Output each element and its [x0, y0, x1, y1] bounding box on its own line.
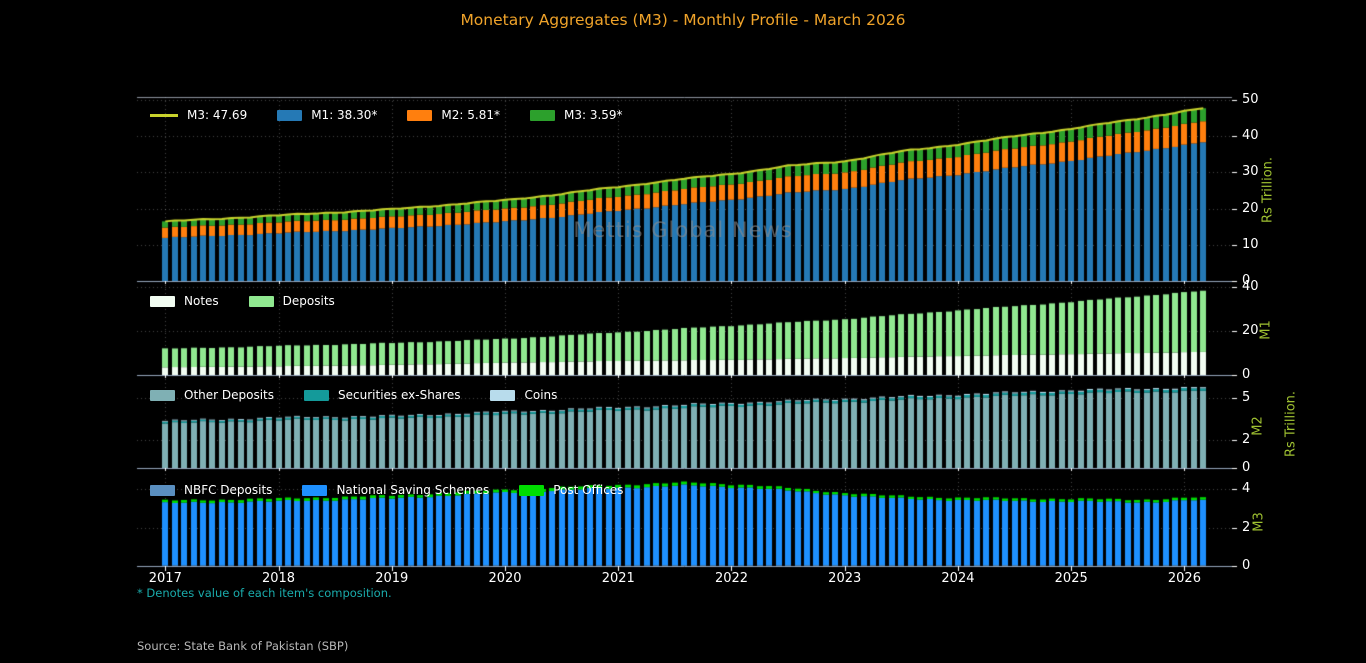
x-tick-label: 2021	[601, 571, 635, 586]
y-tick-label: 4	[1242, 481, 1251, 497]
legend-item: Notes	[150, 294, 219, 308]
legend-color-swatch	[277, 109, 303, 121]
y-tick-label: 0	[1242, 558, 1251, 573]
y-tick-label: 0	[1242, 460, 1251, 475]
y-tick-label: 20	[1242, 322, 1259, 338]
legend-label: M1: 38.30*	[311, 108, 378, 122]
legend-color-swatch	[302, 484, 328, 496]
legend-color-swatch	[490, 389, 516, 401]
legend-item: M3: 47.69	[150, 108, 247, 122]
legend-panel-m2: Other Deposits Securities ex-Shares Coins	[150, 386, 557, 404]
x-tick-label: 2023	[828, 571, 862, 586]
y-tick-label: 0	[1242, 273, 1251, 288]
legend-label: M3: 47.69	[187, 108, 248, 122]
y-tick-label: 30	[1242, 164, 1259, 180]
legend-panel-m1: Notes Deposits	[150, 292, 335, 310]
x-tick-label: 2022	[714, 571, 749, 586]
legend-item: M2: 5.81*	[407, 108, 500, 122]
legend-color-swatch	[529, 109, 555, 121]
legend-label: National Saving Schemes	[336, 483, 490, 497]
y-tick-label: 40	[1242, 278, 1259, 294]
legend-item: Coins	[490, 388, 557, 402]
y-tick-label: 0	[1242, 367, 1251, 382]
footnote: * Denotes value of each item's compositi…	[137, 586, 392, 600]
x-tick-label: 2019	[375, 571, 409, 586]
legend-item: Post Offices	[519, 483, 623, 497]
legend-item: M1: 38.30*	[277, 108, 377, 122]
legend-label: Notes	[184, 294, 219, 308]
axis-title-m2: M2	[1250, 416, 1266, 436]
legend-panel-m3-comp: NBFC Deposits National Saving Schemes Post…	[150, 481, 623, 499]
x-tick-label: 2020	[488, 571, 522, 586]
legend-label: Post Offices	[553, 483, 624, 497]
legend-label: Other Deposits	[184, 388, 275, 402]
page-title: Monetary Aggregates (M3) - Monthly Profi…	[460, 11, 906, 29]
legend-color-swatch	[248, 295, 274, 307]
axis-title-rs-trillion-top: Rs Trillion.	[1260, 156, 1276, 224]
legend-item: Other Deposits	[150, 388, 274, 402]
legend-label: NBFC Deposits	[184, 483, 273, 497]
legend-item: NBFC Deposits	[150, 483, 272, 497]
legend-panel-m3: M3: 47.69 M1: 38.30* M2: 5.81* M3: 3.59*	[150, 106, 623, 124]
legend-line-swatch	[150, 113, 178, 117]
x-tick-label: 2025	[1054, 571, 1088, 586]
y-tick-label: 20	[1242, 200, 1259, 216]
legend-color-swatch	[407, 109, 433, 121]
legend-label: Deposits	[282, 294, 335, 308]
x-tick-label: 2017	[148, 571, 182, 586]
axis-title-m1: M1	[1258, 320, 1274, 340]
watermark: Mettis Global News	[573, 218, 793, 242]
legend-label: M2: 5.81*	[441, 108, 500, 122]
x-tick-label: 2026	[1167, 571, 1201, 586]
legend-label: M3: 3.59*	[563, 108, 623, 122]
legend-color-swatch	[304, 389, 330, 401]
legend-item: National Saving Schemes	[302, 483, 489, 497]
axis-title-m3: M3	[1251, 512, 1267, 532]
y-tick-label: 50	[1242, 91, 1259, 107]
legend-color-swatch	[150, 295, 175, 307]
source-text: Source: State Bank of Pakistan (SBP)	[137, 639, 349, 653]
legend-color-swatch	[150, 484, 175, 496]
legend-item: M3: 3.59*	[529, 108, 623, 122]
legend-label: Coins	[524, 388, 558, 402]
y-tick-label: 2	[1242, 432, 1251, 448]
axis-title-rs-trillion-bottom: Rs Trillion.	[1283, 390, 1299, 458]
y-tick-label: 5	[1242, 390, 1251, 406]
x-tick-label: 2024	[941, 571, 975, 586]
x-tick-label: 2018	[261, 571, 296, 586]
legend-item: Securities ex-Shares	[304, 388, 460, 402]
legend-color-swatch	[519, 484, 545, 496]
legend-item: Deposits	[248, 294, 335, 308]
y-tick-label: 40	[1242, 128, 1259, 144]
y-tick-label: 10	[1242, 236, 1259, 252]
legend-label: Securities ex-Shares	[338, 388, 461, 402]
y-tick-label: 2	[1242, 519, 1251, 535]
legend-color-swatch	[150, 389, 175, 401]
